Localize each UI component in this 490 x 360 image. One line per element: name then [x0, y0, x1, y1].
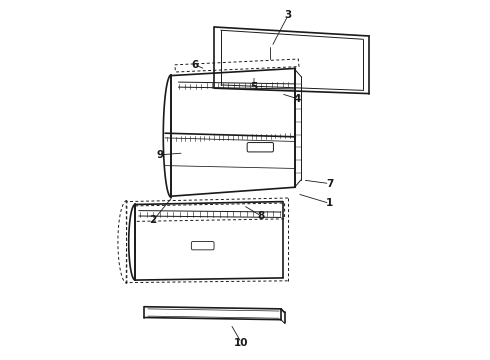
Text: 2: 2	[149, 215, 157, 225]
Text: 10: 10	[234, 338, 248, 348]
Text: 6: 6	[191, 60, 198, 70]
Text: 8: 8	[258, 211, 265, 221]
Text: 9: 9	[157, 150, 164, 160]
Text: 5: 5	[250, 82, 258, 92]
Text: 7: 7	[326, 179, 333, 189]
Text: 4: 4	[294, 94, 301, 104]
Text: 1: 1	[326, 198, 333, 208]
Text: 3: 3	[285, 10, 292, 20]
